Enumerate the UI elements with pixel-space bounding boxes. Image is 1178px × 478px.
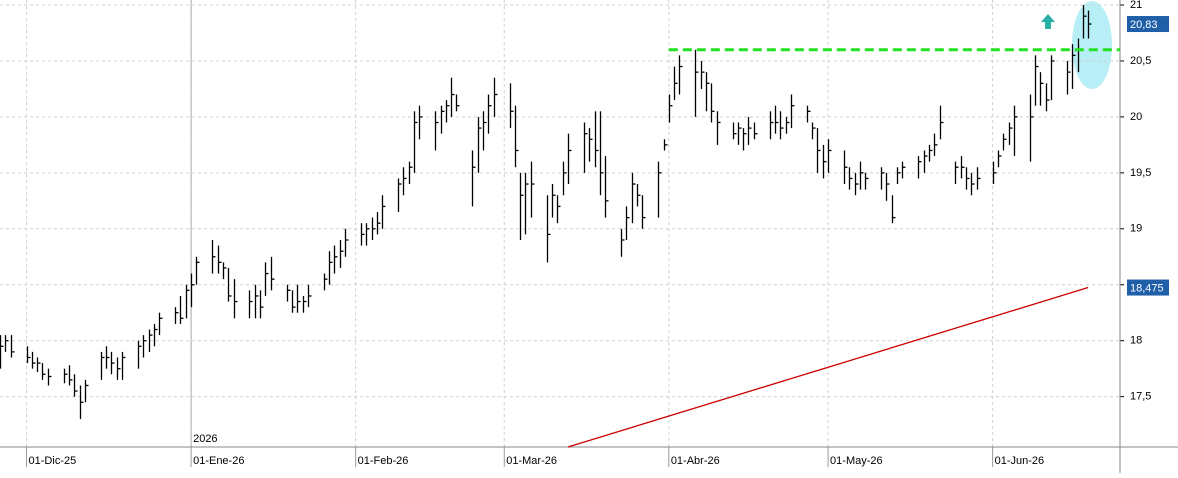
- y-tick-label: 20: [1130, 111, 1142, 123]
- highlight-ellipse: [1072, 1, 1112, 89]
- y-tick-label: 19: [1130, 223, 1142, 235]
- ma-value-label: 18,475: [1130, 282, 1164, 294]
- last-price-box: [1127, 16, 1169, 33]
- y-tick-label: 17,5: [1130, 391, 1151, 403]
- x-tick-label: 01-Dic-25: [29, 455, 77, 467]
- x-tick-label: 01-Jun-26: [995, 455, 1045, 467]
- x-tick-label: 01-Feb-26: [358, 455, 409, 467]
- y-tick-label: 20,5: [1130, 55, 1151, 67]
- year-label: 2026: [193, 433, 217, 445]
- last-price-label: 20,83: [1130, 19, 1158, 31]
- x-tick-label: 01-May-26: [830, 455, 883, 467]
- x-tick-label: 01-Ene-26: [193, 455, 244, 467]
- x-tick-label: 01-Abr-26: [671, 455, 720, 467]
- up-arrow: [1041, 14, 1055, 29]
- ma-value-box: [1127, 279, 1169, 296]
- x-tick-label: 01-Mar-26: [506, 455, 557, 467]
- moving-average: [567, 286, 1089, 448]
- y-tick-label: 18: [1130, 335, 1142, 347]
- y-tick-label: 21: [1130, 0, 1142, 11]
- y-tick-label: 19,5: [1130, 167, 1151, 179]
